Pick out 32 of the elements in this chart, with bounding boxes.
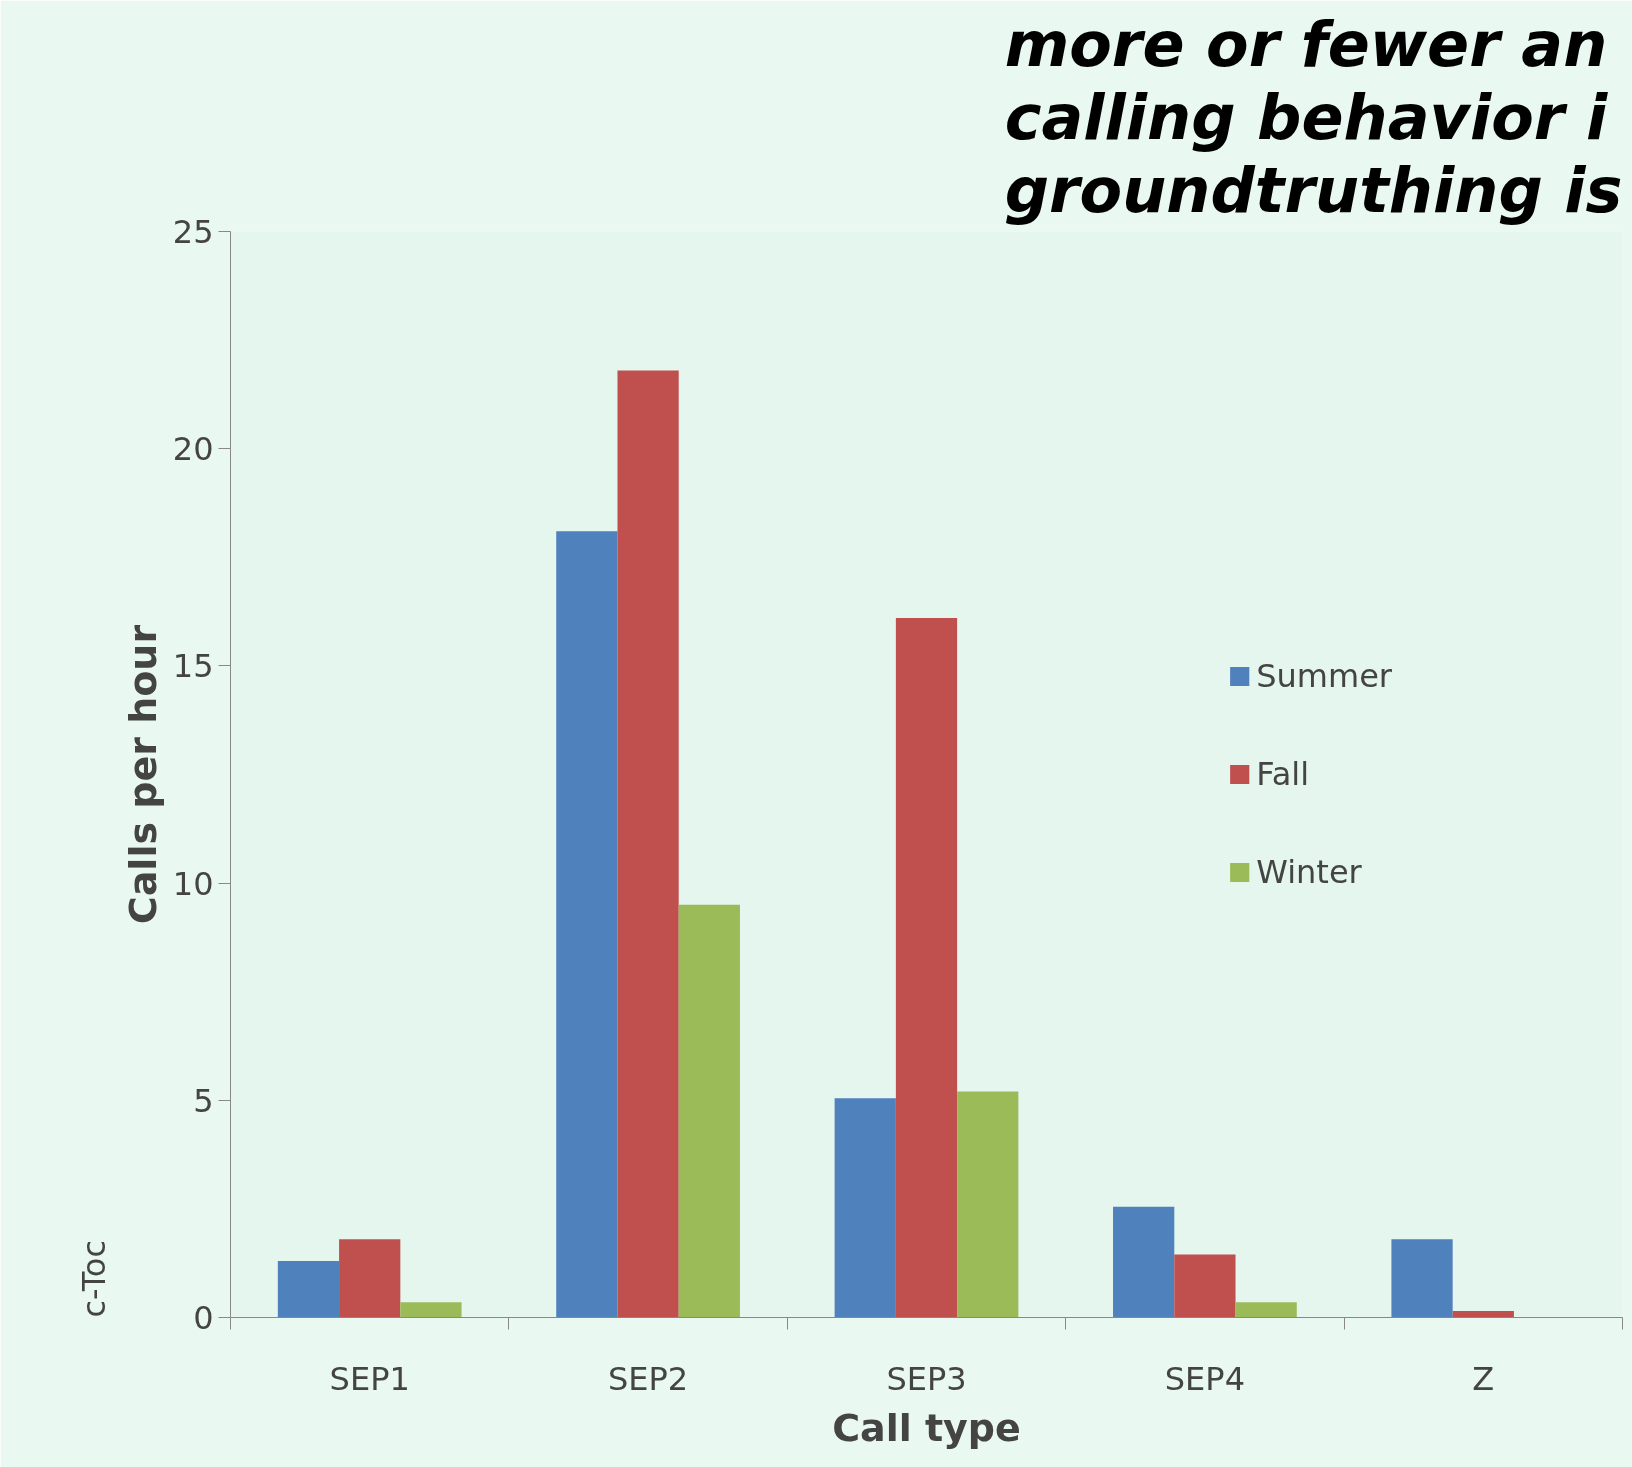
y-tick-label: 25	[172, 213, 214, 251]
bar	[678, 904, 740, 1318]
text: c-Toc	[74, 1240, 113, 1318]
bar	[1113, 1206, 1175, 1318]
legend-label: Fall	[1256, 755, 1310, 793]
legend-label: Summer	[1256, 657, 1392, 695]
x-tick-label: SEP3	[886, 1359, 967, 1398]
bar	[339, 1239, 401, 1318]
bar	[277, 1261, 340, 1318]
y-tick-label: 15	[172, 647, 214, 686]
bar	[957, 1091, 1019, 1318]
chart-title: more or fewer an calling behavior i groundtruthing is	[1004, 7, 1623, 227]
y-tick-label: 10	[172, 864, 214, 903]
x-tick-label: SEP1	[329, 1359, 410, 1398]
bar	[1235, 1302, 1297, 1318]
legend-label: Winter	[1256, 853, 1362, 891]
y-tick-label: 20	[172, 430, 214, 469]
y-tick-label: 5	[193, 1081, 214, 1120]
x-axis-title: Call type	[832, 1405, 1021, 1450]
x-tick-label: SEP2	[608, 1359, 689, 1398]
bar	[1174, 1254, 1236, 1318]
x-tick-label: SEP4	[1164, 1359, 1245, 1398]
bar	[834, 1098, 896, 1318]
bar	[400, 1302, 462, 1318]
x-tick-label: Z	[1472, 1359, 1495, 1398]
bar	[895, 618, 958, 1318]
bar	[1391, 1239, 1453, 1318]
bar	[617, 370, 679, 1318]
bar	[1452, 1310, 1514, 1318]
bar	[556, 531, 618, 1318]
y-axis-title: Calls per hour	[120, 624, 165, 925]
y-tick-label: 0	[193, 1299, 214, 1337]
